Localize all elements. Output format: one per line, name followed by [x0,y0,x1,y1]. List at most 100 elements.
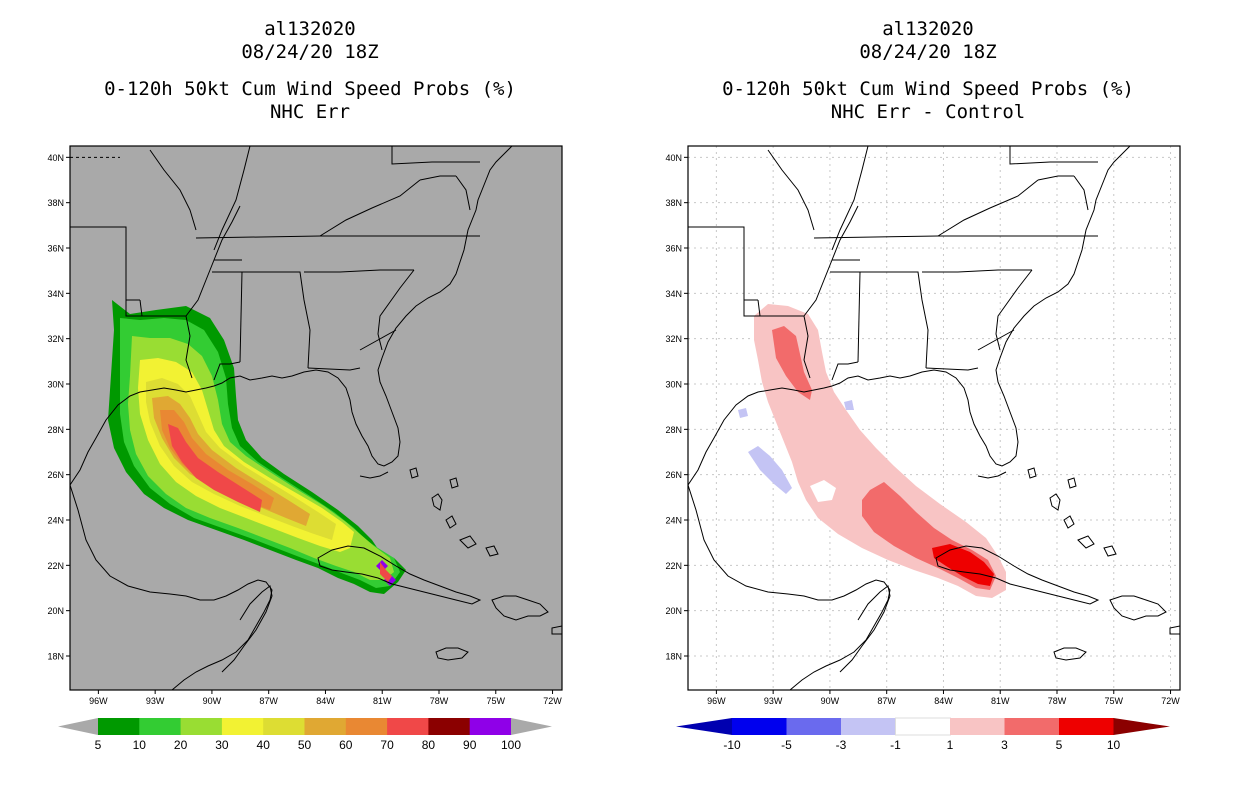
colorbar-swatch [180,718,223,735]
colorbar-low-triangle [676,718,732,735]
lon-tick-label: 93W [764,696,783,706]
colorbar-tick-label: 5 [1056,738,1063,752]
colorbar-tick-label: 80 [422,738,436,752]
left-map-panel: 40N 38N 36N 34N 32N 30N 28N 26N 24N 22N 20N 18N 96W 9… [47,145,563,706]
colorbar-tick-label: 30 [215,738,229,752]
colorbar-high-triangle [511,718,552,735]
lat-tick-label: 36N [665,244,682,254]
lat-tick-label: 36N [47,244,64,254]
colorbar-tick-label: 1 [947,738,954,752]
lat-tick-label: 38N [47,198,64,208]
lon-tick-label: 84W [316,696,335,706]
lon-tick-label: 78W [430,696,449,706]
right-product-title: 0-120h 50kt Cum Wind Speed Probs (%) [722,78,1134,100]
lon-tick-label: 87W [877,696,896,706]
colorbar-swatch [304,718,347,735]
right-map-panel: 40N 38N 36N 34N 32N 30N 28N 26N 24N 22N 20N 18N 96W 9… [665,145,1181,706]
lon-tick-label: 81W [991,696,1010,706]
colorbar-swatch [950,718,1005,735]
lat-tick-label: 28N [47,425,64,435]
colorbar-tick-label: 5 [95,738,102,752]
lat-tick-label: 30N [47,380,64,390]
lon-tick-label: 93W [146,696,165,706]
left-map-frame [69,145,563,691]
colorbar-tick-label: 10 [133,738,147,752]
right-map-axes: 40N 38N 36N 34N 32N 30N 28N 26N 24N 22N 20N 18N 96W 9… [665,153,1180,706]
left-datetime: 08/24/20 18Z [241,41,379,63]
lon-tick-label: 72W [1161,696,1180,706]
lon-tick-label: 96W [707,696,726,706]
left-panel-title: al132020 08/24/20 18Z 0-120h 50kt Cum Wi… [30,18,590,124]
right-storm-id: al132020 [882,18,974,40]
colorbar-swatch [841,718,896,735]
lon-tick-label: 90W [203,696,222,706]
lat-tick-label: 34N [665,289,682,299]
colorbar-swatch [1004,718,1060,735]
colorbar-tick-label: -5 [781,738,792,752]
colorbar-swatch [139,718,182,735]
colorbar-tick-label: 60 [339,738,353,752]
right-colorbar: -10 -5 -3 -1 1 3 5 10 [676,717,1170,752]
lat-tick-label: 38N [665,198,682,208]
lat-tick-label: 28N [665,425,682,435]
lon-tick-label: 78W [1048,696,1067,706]
colorbar-tick-label: 10 [1107,738,1121,752]
left-map-axes: 40N 38N 36N 34N 32N 30N 28N 26N 24N 22N 20N 18N 96W 9… [47,153,562,706]
colorbar-tick-label: 70 [380,738,394,752]
lon-tick-label: 72W [543,696,562,706]
colorbar-tick-label: 3 [1001,738,1008,752]
colorbar-swatch [786,718,842,735]
colorbar-swatch [263,718,305,735]
lon-tick-label: 87W [259,696,278,706]
right-datetime: 08/24/20 18Z [859,41,997,63]
lat-tick-label: 20N [665,606,682,616]
colorbar-tick-label: -3 [836,738,847,752]
colorbar-swatch [469,718,512,735]
lat-tick-label: 24N [665,516,682,526]
lon-tick-label: 75W [487,696,506,706]
lon-tick-label: 90W [821,696,840,706]
colorbar-high-triangle [1113,718,1170,735]
lon-tick-label: 75W [1105,696,1124,706]
lat-tick-label: 22N [665,561,682,571]
colorbar-tick-label: -10 [723,738,741,752]
lat-tick-label: 40N [47,153,64,163]
left-storm-id: al132020 [264,18,356,40]
colorbar-tick-label: 40 [257,738,271,752]
right-subtitle: NHC Err - Control [830,101,1026,123]
colorbar-swatch [428,718,471,735]
lat-tick-label: 34N [47,289,64,299]
colorbar-swatch [1059,718,1114,735]
colorbar-tick-label: 50 [298,738,312,752]
lat-tick-label: 20N [47,606,64,616]
lat-tick-label: 18N [47,652,64,662]
colorbar-swatch [345,718,388,735]
lat-tick-label: 30N [665,380,682,390]
right-map-background [688,146,1180,690]
lon-tick-label: 84W [934,696,953,706]
lat-tick-label: 32N [47,334,64,344]
colorbar-swatch [98,718,140,735]
left-colorbar: 5 10 20 30 40 50 60 70 80 90 100 [58,718,552,752]
colorbar-tick-label: -1 [890,738,901,752]
colorbar-swatch [221,718,264,735]
colorbar-tick-label: 100 [501,738,521,752]
lat-tick-label: 24N [47,516,64,526]
lat-tick-label: 26N [665,470,682,480]
lat-tick-label: 18N [665,652,682,662]
lon-tick-label: 96W [89,696,108,706]
colorbar-tick-label: 20 [174,738,188,752]
lat-tick-label: 40N [665,153,682,163]
lat-tick-label: 22N [47,561,64,571]
colorbar-swatch [732,718,787,735]
lat-tick-label: 32N [665,334,682,344]
colorbar-swatch [895,717,951,736]
left-product-title: 0-120h 50kt Cum Wind Speed Probs (%) [104,78,516,100]
lon-tick-label: 81W [373,696,392,706]
lat-tick-label: 26N [47,470,64,480]
left-subtitle: NHC Err [269,101,351,123]
right-map-frame [687,145,1181,691]
right-panel-title: al132020 08/24/20 18Z 0-120h 50kt Cum Wi… [648,18,1208,124]
colorbar-swatch [387,718,429,735]
